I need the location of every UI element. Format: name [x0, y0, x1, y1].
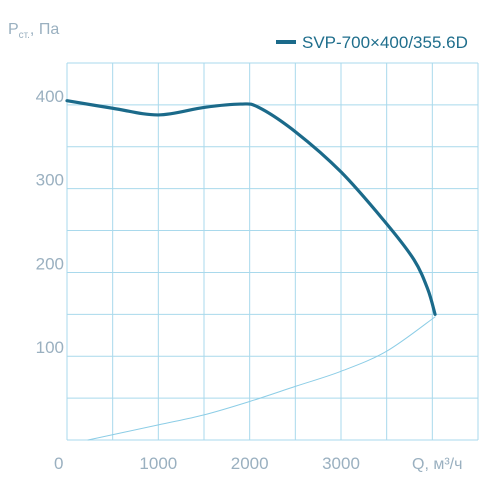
- x-axis-label: Q, м³/ч: [412, 456, 462, 473]
- x-tick-label: 2000: [231, 454, 269, 473]
- y-tick-label: 300: [36, 171, 64, 190]
- y-tick-label: 100: [36, 338, 64, 357]
- x-tick-label: 0: [54, 454, 63, 473]
- tick-labels: 0 1000 2000 3000 100 200 300 400: [36, 87, 360, 473]
- x-tick-label: 1000: [139, 454, 177, 473]
- y-tick-label: 200: [36, 254, 64, 273]
- y-axis-label: Pст., Па: [8, 21, 59, 41]
- x-tick-label: 3000: [322, 454, 360, 473]
- series: [65, 99, 437, 441]
- legend: SVP-700×400/355.6D: [276, 33, 468, 52]
- pressure-curve: [65, 99, 437, 316]
- y-tick-label: 400: [36, 87, 64, 106]
- grid: [66, 62, 479, 441]
- system-curve: [87, 316, 436, 441]
- legend-label: SVP-700×400/355.6D: [302, 33, 468, 52]
